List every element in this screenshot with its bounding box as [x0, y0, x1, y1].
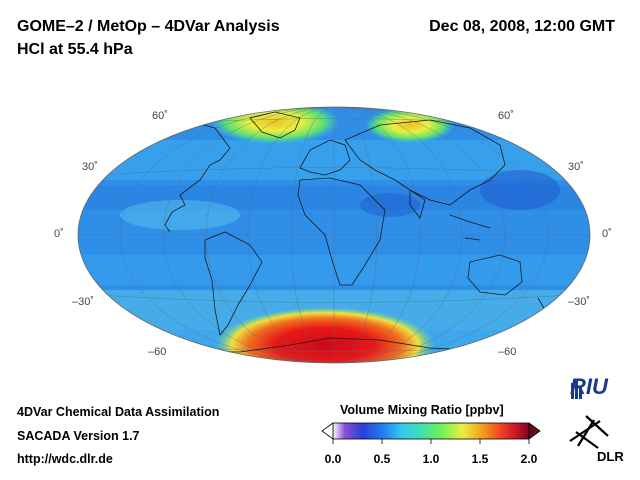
lat-label-left-minus60: –60: [148, 346, 167, 358]
lat-label-right-0: 0˚: [602, 228, 612, 240]
riu-logo-text: RIU: [570, 374, 608, 399]
lat-label-left-60: 60˚: [152, 110, 168, 122]
datetime: Dec 08, 2008, 12:00 GMT: [429, 18, 615, 35]
colorbar-tick-4: 2.0: [520, 452, 538, 466]
lat-label-right-minus30: –30˚: [568, 296, 591, 308]
lat-label-left-30: 30˚: [82, 161, 98, 173]
dlr-logo-mark: [569, 415, 609, 449]
footer-link[interactable]: http://wdc.dlr.de: [17, 452, 113, 466]
footer-line-2: SACADA Version 1.7: [17, 429, 140, 443]
lat-label-left-0: 0˚: [54, 228, 64, 240]
lat-label-right-60: 60˚: [498, 110, 514, 122]
lat-label-right-30: 30˚: [568, 161, 584, 173]
dlr-logo-text: DLR: [597, 449, 624, 464]
map-border: [77, 106, 591, 364]
colorbar: [321, 422, 541, 444]
colorbar-tick-0: 0.0: [324, 452, 342, 466]
footer-line-1: 4DVar Chemical Data Assimilation: [17, 405, 220, 419]
riu-logo-mark: [571, 379, 582, 399]
title-line-1: GOME–2 / MetOp – 4DVar Analysis: [17, 18, 280, 35]
colorbar-tick-1: 0.5: [373, 452, 391, 466]
coastlines: [97, 111, 546, 353]
colorbar-tick-3: 1.5: [471, 452, 489, 466]
lat-label-right-minus60: –60: [498, 346, 517, 358]
colorbar-tick-2: 1.0: [422, 452, 440, 466]
title-line-2: HCl at 55.4 hPa: [17, 41, 133, 58]
hcl-field: [78, 107, 590, 363]
colorbar-title: Volume Mixing Ratio [ppbv]: [340, 403, 504, 417]
lat-label-left-minus30: –30˚: [72, 296, 95, 308]
